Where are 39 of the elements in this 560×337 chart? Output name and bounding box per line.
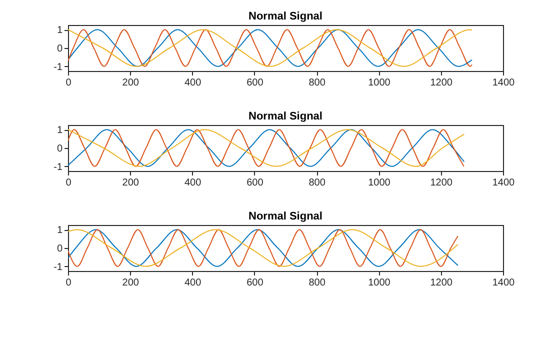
x-tick-label: 400 (184, 178, 202, 188)
x-tick-label: 1000 (368, 78, 391, 88)
x-tick-label: 0 (66, 178, 72, 188)
y-tick-label: 1 (56, 125, 63, 136)
x-tick-label: 200 (122, 278, 140, 288)
x-tick-label: 800 (308, 178, 326, 188)
y-tick-label: 0 (56, 244, 63, 254)
y-tick-label: 1 (56, 225, 63, 236)
x-tick-label: 400 (184, 78, 202, 88)
x-tick-label: 1200 (430, 78, 453, 88)
y-tick-label: -1 (54, 262, 63, 273)
x-tick-label: 0 (66, 278, 72, 288)
x-tick-label: 1400 (492, 178, 516, 188)
x-tick-label: 1000 (368, 178, 391, 188)
x-tick-label: 0 (66, 78, 72, 88)
x-tick-label: 800 (308, 78, 326, 88)
x-tick-label: 800 (308, 278, 326, 288)
x-tick-label: 1200 (430, 278, 453, 288)
x-tick-label: 400 (184, 278, 202, 288)
x-tick-label: 1200 (430, 178, 453, 188)
x-tick-label: 200 (122, 178, 140, 188)
line-series (68, 129, 465, 167)
x-tick-label: 600 (246, 78, 264, 88)
chart-title: Normal Signal (248, 10, 322, 23)
line-series (68, 29, 472, 67)
x-tick-label: 200 (122, 78, 140, 88)
chart-title: Normal Signal (248, 210, 322, 223)
x-tick-label: 1400 (492, 78, 516, 88)
chart-title: Normal Signal (248, 110, 322, 123)
y-tick-label: -1 (54, 162, 63, 173)
x-tick-label: 600 (246, 178, 264, 188)
y-tick-label: 1 (56, 25, 63, 36)
x-tick-label: 1000 (368, 278, 391, 288)
y-tick-label: 0 (56, 44, 63, 54)
x-tick-label: 1400 (492, 278, 516, 288)
x-tick-label: 600 (246, 278, 264, 288)
y-tick-label: -1 (54, 62, 63, 73)
line-series (68, 229, 458, 267)
y-tick-label: 0 (56, 144, 63, 154)
